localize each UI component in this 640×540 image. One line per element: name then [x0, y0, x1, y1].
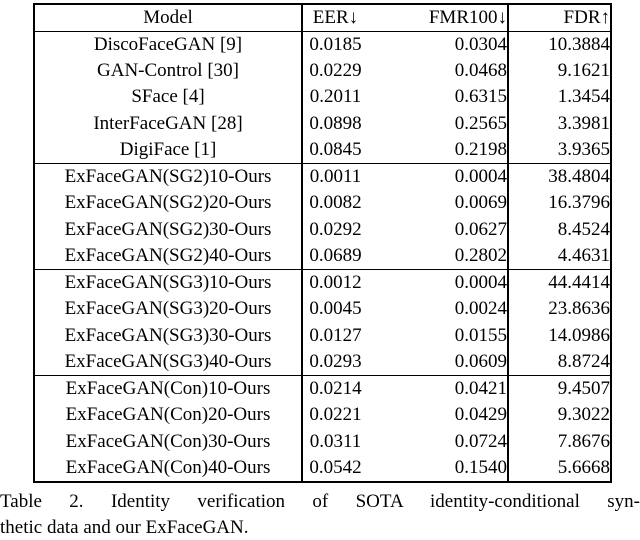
table-row: ExFaceGAN(SG3)20-Ours 0.0045 0.0024 23.8…: [34, 296, 611, 323]
fmr100-cell: 0.0609: [368, 349, 509, 376]
fmr100-cell: 0.0724: [368, 428, 509, 455]
eer-cell: 0.0542: [309, 456, 362, 478]
eer-cell: 0.0045: [309, 298, 362, 320]
model-cell: ExFaceGAN(SG2)10-Ours: [34, 163, 303, 190]
fdr-cell: 44.4414: [548, 272, 610, 293]
table-header: Model EER↓ FMR100↓ FDR↑: [34, 4, 611, 31]
fdr-cell: 9.4507: [557, 378, 610, 399]
fmr100-cell: 0.6315: [368, 84, 509, 111]
table-row: ExFaceGAN(Con)30-Ours 0.0311 0.0724 7.86…: [34, 428, 611, 455]
fdr-cell: 9.3022: [557, 404, 610, 426]
table-row: ExFaceGAN(SG3)30-Ours 0.0127 0.0155 14.0…: [34, 322, 611, 349]
fmr100-cell: 0.2565: [368, 110, 509, 137]
model-cell: ExFaceGAN(Con)10-Ours: [34, 375, 303, 402]
model-cell: ExFaceGAN(SG2)40-Ours: [34, 243, 303, 270]
fmr100-cell: 0.0304: [368, 31, 509, 58]
eer-cell: 0.0898: [309, 112, 362, 134]
model-cell: InterFaceGAN [28]: [34, 110, 303, 137]
model-cell: ExFaceGAN(SG2)20-Ours: [34, 190, 303, 217]
model-cell: GAN-Control [30]: [34, 57, 303, 84]
fmr100-cell: 0.0627: [368, 216, 509, 243]
fmr100-cell: 0.0155: [368, 322, 509, 349]
model-cell: ExFaceGAN(SG3)20-Ours: [34, 296, 303, 323]
eer-cell: 0.0012: [309, 272, 362, 293]
fmr100-cell: 0.0429: [368, 402, 509, 429]
fmr100-cell: 0.0468: [368, 57, 509, 84]
model-cell: SFace [4]: [34, 84, 303, 111]
fmr100-cell: 0.2802: [368, 243, 509, 270]
eer-cell: 0.0845: [309, 139, 362, 160]
model-column-header: Model: [34, 4, 303, 31]
fdr-cell: 3.3981: [557, 112, 610, 134]
fdr-cell: 16.3796: [548, 192, 610, 214]
table-row: ExFaceGAN(Con)20-Ours 0.0221 0.0429 9.30…: [34, 402, 611, 429]
fdr-cell: 14.0986: [548, 324, 610, 346]
table-row: ExFaceGAN(SG2)20-Ours 0.0082 0.0069 16.3…: [34, 190, 611, 217]
fmr100-cell: 0.1540: [368, 455, 509, 482]
model-cell: ExFaceGAN(Con)30-Ours: [34, 428, 303, 455]
fdr-cell: 23.8636: [548, 298, 610, 320]
fmr100-column-header: FMR100↓: [368, 4, 509, 31]
eer-cell: 0.0689: [309, 245, 362, 266]
table-row: ExFaceGAN(SG2)30-Ours 0.0292 0.0627 8.45…: [34, 216, 611, 243]
fdr-cell: 9.1621: [557, 59, 610, 81]
eer-cell: 0.0214: [309, 378, 362, 399]
fdr-cell: 1.3454: [557, 86, 610, 108]
model-cell: ExFaceGAN(Con)40-Ours: [34, 455, 303, 482]
fdr-cell: 10.3884: [548, 33, 610, 55]
table-row: InterFaceGAN [28] 0.0898 0.2565 3.3981: [34, 110, 611, 137]
fmr100-cell: 0.0069: [368, 190, 509, 217]
model-cell: ExFaceGAN(SG3)30-Ours: [34, 322, 303, 349]
table-row: DigiFace [1] 0.0845 0.2198 3.9365: [34, 137, 611, 164]
eer-cell: 0.0011: [309, 166, 362, 187]
fdr-cell: 4.4631: [557, 245, 610, 266]
model-cell: ExFaceGAN(Con)20-Ours: [34, 402, 303, 429]
model-cell: ExFaceGAN(SG2)30-Ours: [34, 216, 303, 243]
table-row: DiscoFaceGAN [9] 0.0185 0.0304 10.3884: [34, 31, 611, 58]
table-row: SFace [4] 0.2011 0.6315 1.3454: [34, 84, 611, 111]
table-row: ExFaceGAN(SG3)40-Ours 0.0293 0.0609 8.87…: [34, 349, 611, 376]
caption-line-1: Table 2. Identity verification of SOTA i…: [0, 491, 640, 512]
fmr100-cell: 0.0421: [368, 375, 509, 402]
table-row: GAN-Control [30] 0.0229 0.0468 9.1621: [34, 57, 611, 84]
table-row: ExFaceGAN(Con)40-Ours 0.0542 0.1540 5.66…: [34, 455, 611, 482]
caption-line-2: thetic data and our ExFaceGAN.: [0, 516, 249, 538]
fdr-cell: 7.8676: [557, 430, 610, 452]
eer-cell: 0.0082: [309, 192, 362, 214]
table-row: ExFaceGAN(SG2)40-Ours 0.0689 0.2802 4.46…: [34, 243, 611, 270]
eer-cell: 0.0229: [309, 59, 362, 81]
table-row: ExFaceGAN(Con)10-Ours 0.0214 0.0421 9.45…: [34, 375, 611, 402]
header-row: Model EER↓ FMR100↓ FDR↑: [34, 4, 611, 31]
table-row: ExFaceGAN(SG3)10-Ours 0.0012 0.0004 44.4…: [34, 269, 611, 296]
table-row: ExFaceGAN(SG2)10-Ours 0.0011 0.0004 38.4…: [34, 163, 611, 190]
fdr-cell: 38.4804: [548, 166, 610, 187]
fmr100-cell: 0.0004: [368, 269, 509, 296]
eer-cell: 0.0185: [309, 33, 362, 55]
fdr-cell: 8.4524: [557, 218, 610, 240]
results-table-container: Model EER↓ FMR100↓ FDR↑ DiscoFaceGAN [9]…: [33, 3, 612, 483]
eer-cell: 0.0127: [309, 324, 362, 346]
fdr-cell: 5.6668: [557, 456, 610, 478]
eer-cell: 0.2011: [309, 86, 362, 108]
table-caption: Table 2. Identity verification of SOTA i…: [0, 489, 640, 540]
fmr100-cell: 0.2198: [368, 137, 509, 164]
eer-column-header: EER↓: [312, 6, 359, 28]
model-cell: DiscoFaceGAN [9]: [34, 31, 303, 58]
model-cell: ExFaceGAN(SG3)40-Ours: [34, 349, 303, 376]
eer-cell: 0.0293: [309, 351, 362, 372]
model-cell: DigiFace [1]: [34, 137, 303, 164]
eer-cell: 0.0311: [309, 430, 362, 452]
eer-cell: 0.0221: [309, 404, 362, 426]
model-cell: ExFaceGAN(SG3)10-Ours: [34, 269, 303, 296]
fmr100-cell: 0.0004: [368, 163, 509, 190]
fdr-column-header: FDR↑: [563, 6, 610, 28]
fdr-cell: 8.8724: [557, 351, 610, 372]
results-table: Model EER↓ FMR100↓ FDR↑ DiscoFaceGAN [9]…: [33, 3, 612, 483]
table-body: DiscoFaceGAN [9] 0.0185 0.0304 10.3884 G…: [34, 31, 611, 482]
fmr100-cell: 0.0024: [368, 296, 509, 323]
fdr-cell: 3.9365: [557, 139, 610, 160]
eer-cell: 0.0292: [309, 218, 362, 240]
